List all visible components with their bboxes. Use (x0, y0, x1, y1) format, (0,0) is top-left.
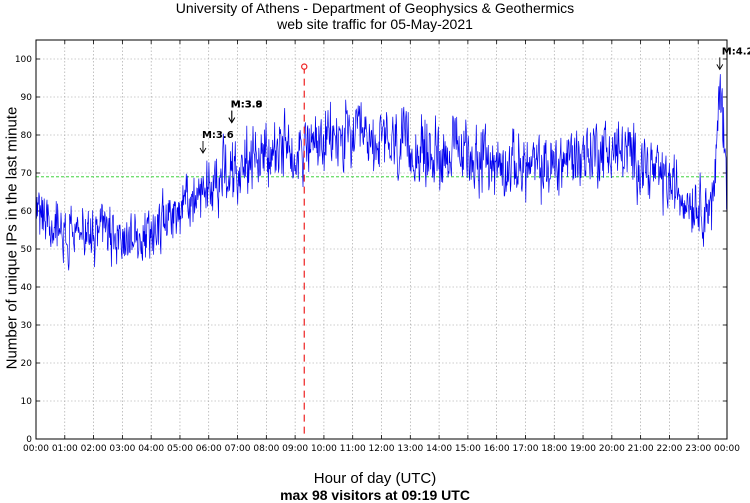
y-tick-label: 60 (21, 207, 33, 217)
y-tick-label: 80 (21, 131, 33, 141)
traffic-series-line (35, 74, 728, 271)
x-tick-label: 06:00 (196, 444, 222, 454)
y-tick-label: 90 (21, 93, 33, 103)
y-tick-label: 50 (21, 245, 33, 255)
x-tick-label: 21:00 (628, 444, 654, 454)
plot-frame (35, 39, 728, 440)
earthquake-label: M:4.2 (722, 46, 750, 57)
y-tick-label: 0 (26, 435, 32, 445)
x-tick-label: 17:00 (512, 444, 538, 454)
x-tick-label: 16:00 (484, 444, 510, 454)
earthquake-arrowhead (228, 117, 236, 124)
x-tick-label: 08:00 (253, 444, 279, 454)
earthquake-label: M:3.9 (231, 100, 263, 111)
earthquake-label: M:3.6 (202, 130, 234, 141)
earthquake-arrowhead (716, 64, 724, 71)
y-axis-ticks: 0 10 20 30 40 50 60 70 80 90 100 (15, 55, 727, 445)
x-tick-label: 14:00 (426, 444, 452, 454)
x-axis-label: Hour of day (UTC) (313, 470, 437, 487)
x-tick-label: 00:00 (714, 444, 740, 454)
x-tick-label: 13:00 (397, 444, 423, 454)
x-tick-label: 23:00 (685, 444, 711, 454)
y-tick-label: 30 (21, 321, 33, 331)
x-tick-label: 09:00 (282, 444, 308, 454)
y-tick-label: 10 (21, 397, 33, 407)
grid-lines (36, 40, 727, 439)
x-tick-label: 22:00 (656, 444, 682, 454)
x-tick-label: 11:00 (340, 444, 366, 454)
x-tick-label: 02:00 (81, 444, 107, 454)
y-axis-label: Number of unique IPs in the last minute (3, 106, 21, 370)
x-tick-label: 03:00 (109, 444, 135, 454)
y-tick-label: 20 (21, 359, 33, 369)
x-tick-label: 01:00 (52, 444, 78, 454)
x-tick-label: 00:00 (23, 444, 49, 454)
x-tick-label: 07:00 (225, 444, 251, 454)
x-tick-label: 20:00 (599, 444, 625, 454)
y-tick-label: 100 (15, 55, 32, 65)
x-tick-label: 10:00 (311, 444, 337, 454)
chart-subtitle: web site traffic for 05-May-2021 (277, 16, 473, 32)
max-marker-point (301, 63, 308, 70)
earthquake-annotations: M:3.6 M:3.8M:3.9 M:4.2 (199, 46, 750, 154)
y-tick-label: 40 (21, 283, 33, 293)
x-tick-label: 15:00 (455, 444, 481, 454)
x-tick-label: 19:00 (570, 444, 596, 454)
x-axis-ticks: 00:00 01:00 02:00 03:00 04:00 05:00 06:00 07:00… (23, 40, 740, 454)
earthquake-arrowhead (199, 147, 207, 154)
chart-title: University of Athens - Department of Geo… (175, 0, 575, 16)
x-tick-label: 18:00 (541, 444, 567, 454)
max-visitors-summary: max 98 visitors at 09:19 UTC (280, 487, 470, 503)
y-tick-label: 70 (21, 169, 33, 179)
x-tick-label: 12:00 (369, 444, 395, 454)
x-tick-label: 05:00 (167, 444, 193, 454)
x-tick-label: 04:00 (138, 444, 164, 454)
earthquake-label: M:3.8 (231, 100, 263, 111)
